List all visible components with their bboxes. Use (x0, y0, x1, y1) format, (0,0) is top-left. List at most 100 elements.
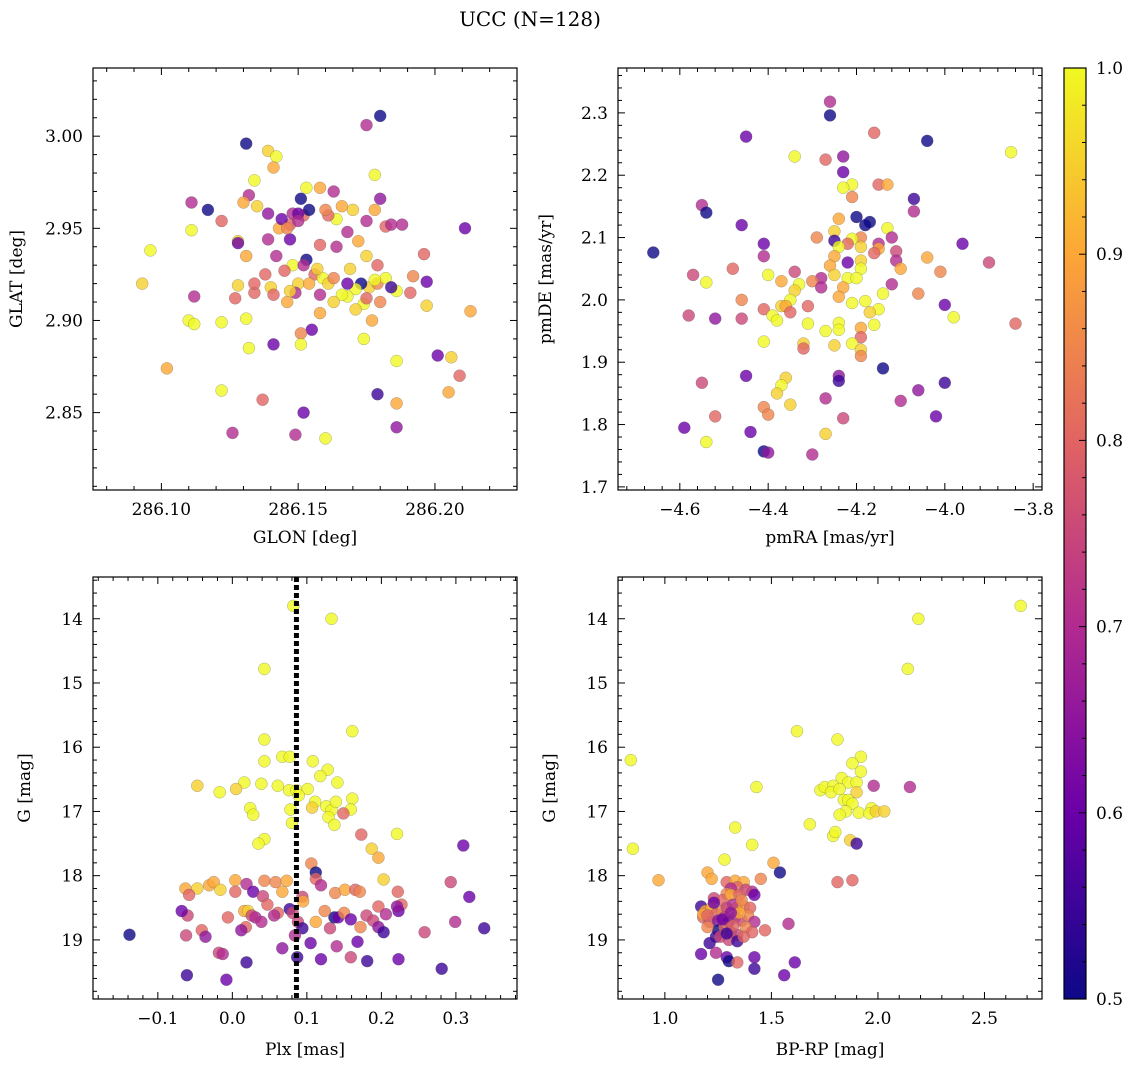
y-tick-label: 2.90 (45, 311, 83, 331)
scatter-point (757, 335, 770, 348)
scatter-point (832, 323, 845, 336)
scatter-point (907, 205, 921, 218)
scatter-point (353, 885, 366, 898)
scatter-point (709, 946, 723, 959)
scatter-point (267, 338, 280, 351)
scatter-point (201, 203, 215, 217)
y-tick-label: 18 (586, 867, 608, 887)
scatter-point (837, 150, 850, 163)
scatter-points (624, 599, 1027, 986)
scatter-point (894, 394, 907, 408)
scatter-point (182, 888, 196, 902)
scatter-point (626, 842, 640, 855)
scatter-point (878, 805, 891, 818)
scatter-point (327, 295, 340, 309)
scatter-point (328, 818, 341, 832)
scatter-point (313, 238, 327, 252)
scatter-point (859, 294, 872, 308)
scatter-point (255, 915, 268, 929)
x-tick-label: 286.20 (405, 500, 464, 520)
scatter-point (318, 904, 331, 918)
x-tick-label: −4.6 (659, 500, 700, 520)
scatter-point (351, 935, 364, 948)
panel-4: 1.0 1.5 2.0 2.5 14 15 16 17 18 19 BP-RP [mag] G [ma… (540, 576, 1043, 1060)
y-axis-label: G [mag] (15, 753, 35, 822)
scatter-point (478, 922, 491, 935)
scatter-point (841, 256, 854, 269)
scatter-point (757, 237, 770, 251)
scatter-point (453, 369, 466, 382)
scatter-point (729, 821, 742, 834)
scatter-point (123, 928, 136, 941)
scatter-point (701, 920, 714, 934)
axes-frame (92, 67, 518, 491)
scatter-point (716, 913, 729, 926)
y-tick-label: 16 (586, 738, 608, 758)
y-tick-label: 14 (61, 610, 83, 630)
scatter-point (731, 956, 744, 969)
scatter-point (788, 265, 801, 278)
scatter-point (449, 915, 462, 929)
y-axis-label: G [mag] (540, 753, 560, 822)
scatter-point (368, 273, 381, 287)
scatter-point (319, 432, 332, 445)
scatter-point (947, 311, 960, 324)
scatter-point (252, 837, 265, 850)
scatter-point (229, 885, 242, 898)
scatter-point (770, 314, 784, 327)
scatter-point (773, 866, 787, 879)
scatter-point (330, 240, 343, 254)
scatter-point (854, 765, 868, 778)
scatter-point (255, 777, 268, 790)
scatter-point (344, 951, 357, 964)
scatter-point (912, 612, 925, 625)
scatter-point (695, 376, 709, 389)
scatter-point (337, 807, 350, 820)
y-tick-label: 2.85 (45, 404, 83, 424)
y-tick-label: 19 (61, 931, 83, 951)
scatter-point (819, 392, 832, 405)
scatter-point (258, 755, 271, 768)
scatter-point (464, 305, 477, 318)
scatter-point (283, 233, 297, 246)
scatter-point (859, 218, 872, 232)
scatter-point (213, 786, 226, 799)
scatter-point (832, 374, 845, 388)
scatter-point (215, 384, 228, 397)
scatter-point (881, 178, 894, 191)
scatter-point (246, 808, 260, 821)
scatter-point (956, 237, 969, 251)
x-tick-label: −0.1 (137, 1009, 178, 1029)
scatter-point (845, 190, 859, 204)
scatter-point (748, 888, 761, 902)
scatter-point (837, 165, 850, 179)
scatter-point (305, 801, 319, 814)
scatter-point (854, 240, 868, 254)
scatter-point (850, 837, 863, 850)
x-tick-label: 286.10 (132, 500, 191, 520)
scatter-point (267, 909, 281, 922)
scatter-point (718, 853, 731, 866)
axes-frame (617, 576, 1043, 1000)
scatter-points (135, 109, 477, 445)
scatter-point (850, 271, 863, 285)
x-tick-label: 0.2 (368, 1009, 395, 1029)
scatter-point (314, 953, 328, 966)
scatter-point (365, 842, 378, 855)
scatter-point (754, 872, 767, 886)
scatter-point (349, 303, 362, 316)
scatter-point (748, 962, 761, 975)
scatter-point (876, 287, 890, 300)
x-tick-label: −3.8 (1013, 500, 1054, 520)
scatter-point (270, 249, 283, 263)
scatter-point (250, 199, 264, 213)
scatter-point (420, 275, 433, 288)
scatter-point (346, 725, 359, 738)
scatter-point (912, 384, 925, 397)
scatter-point (261, 233, 275, 246)
scatter-point (1009, 317, 1022, 330)
scatter-point (831, 875, 844, 889)
axis-ticks (93, 68, 518, 490)
scatter-point (390, 354, 403, 368)
scatter-point (335, 288, 349, 301)
